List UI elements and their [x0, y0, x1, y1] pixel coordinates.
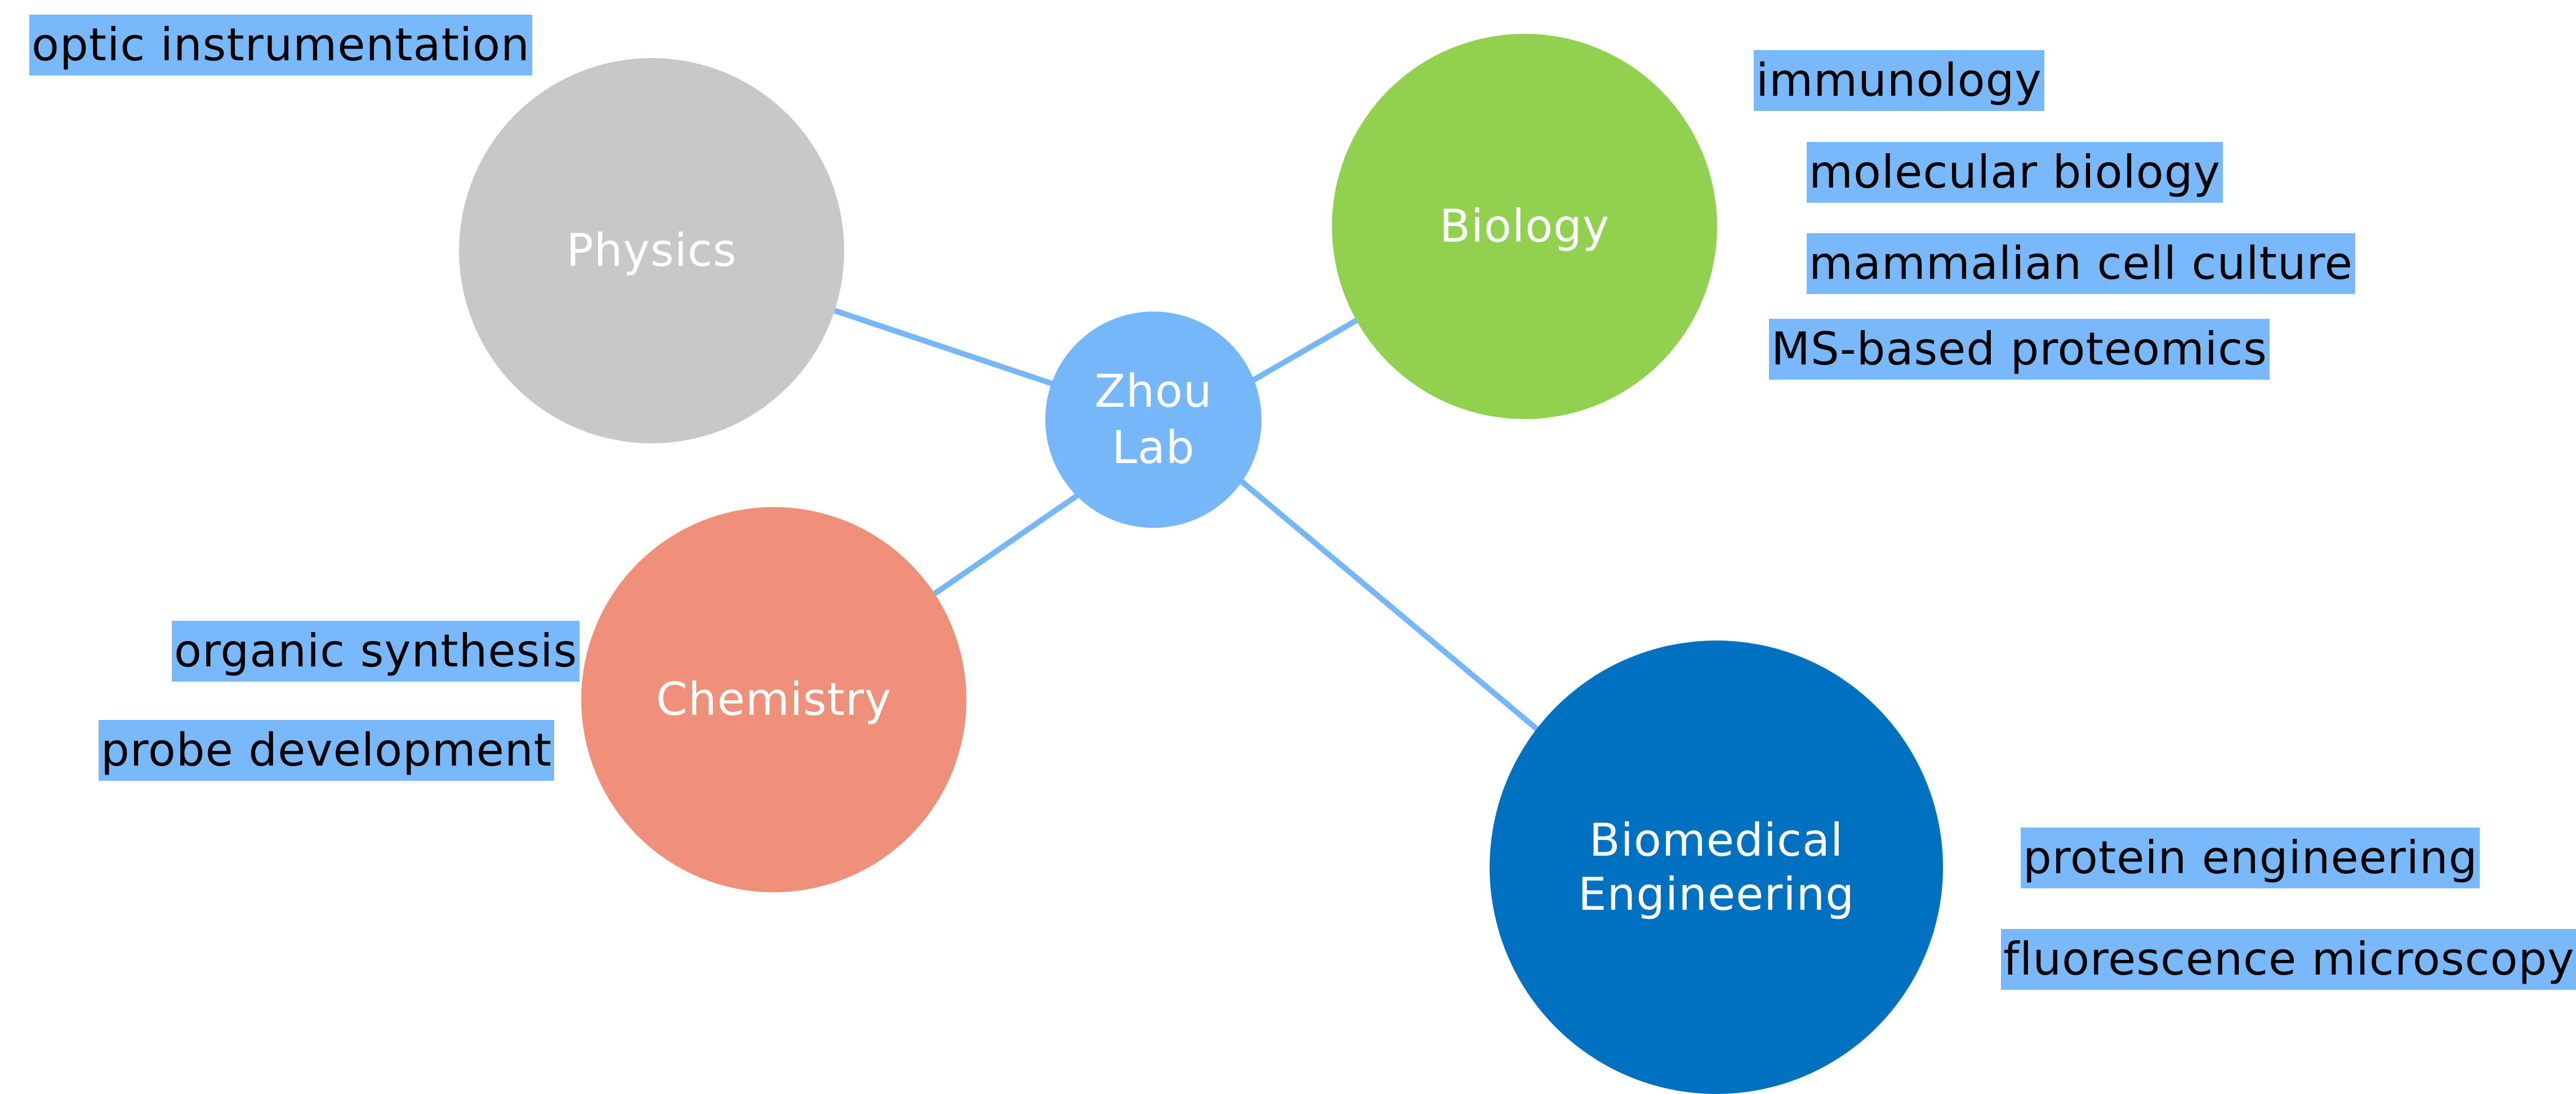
- biomedical-label-line1: Biomedical: [1589, 813, 1844, 866]
- biology-node: Biology: [1332, 34, 1717, 419]
- biomedical-label-line2: Engineering: [1578, 868, 1855, 920]
- physics-node: Physics: [459, 58, 844, 443]
- tag-ms-based-proteomics: MS-based proteomics: [1769, 319, 2270, 380]
- link-biology: [1251, 315, 1362, 383]
- tag-organic-synthesis: organic synthesis: [172, 621, 580, 682]
- tag-protein-engineering: protein engineering: [2021, 828, 2480, 888]
- tag-fluorescence-microscopy: fluorescence microscopy: [2001, 929, 2576, 990]
- biology-label: Biology: [1439, 200, 1610, 252]
- tag-probe-development: probe development: [99, 720, 555, 781]
- chemistry-label: Chemistry: [656, 673, 892, 726]
- link-biomedical: [1240, 479, 1540, 732]
- tag-molecular-biology: molecular biology: [1807, 142, 2223, 203]
- tag-mammalian-cell-culture: mammalian cell culture: [1807, 233, 2355, 294]
- chemistry-node: Chemistry: [581, 507, 966, 892]
- zhou-lab-label-line1: Zhou: [1094, 365, 1213, 417]
- zhou-lab-label-line2: Lab: [1112, 421, 1195, 474]
- physics-label: Physics: [566, 224, 737, 277]
- tag-immunology: immunology: [1754, 50, 2044, 111]
- zhou-lab-node: Zhou Lab: [1045, 312, 1262, 528]
- tag-optic-instrumentation: optic instrumentation: [29, 15, 532, 75]
- biomedical-engineering-node: Biomedical Engineering: [1490, 641, 1943, 1094]
- link-chemistry: [932, 492, 1080, 597]
- link-physics: [831, 307, 1060, 389]
